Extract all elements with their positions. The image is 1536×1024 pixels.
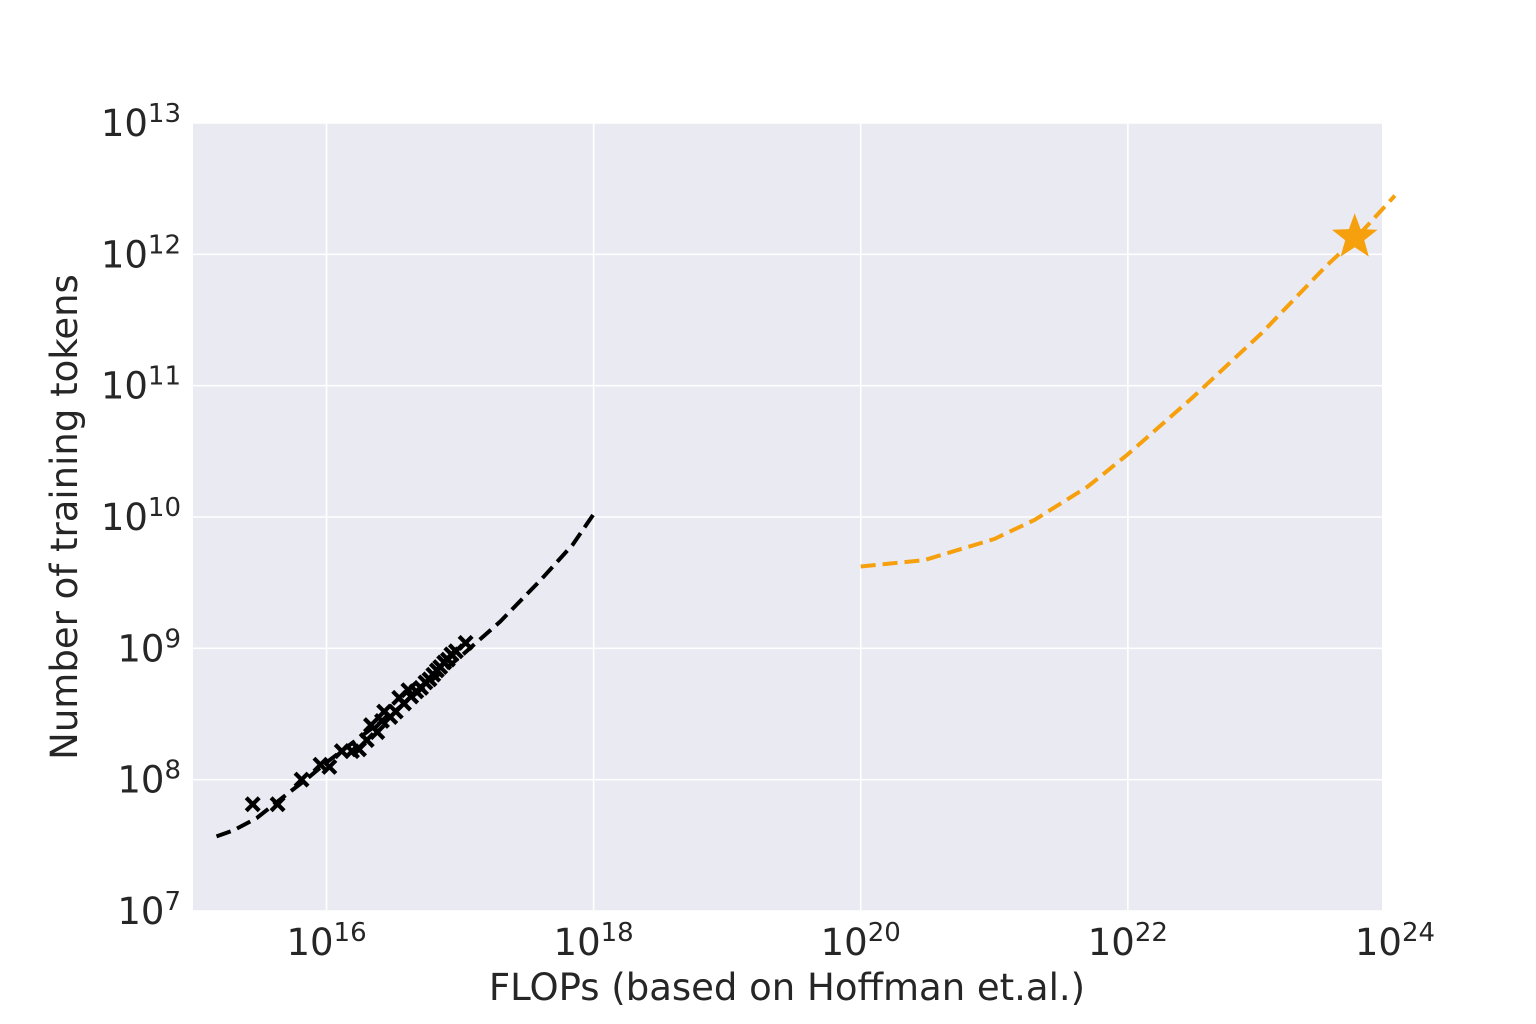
series-layer [215, 194, 1397, 839]
fit-line [860, 194, 1397, 569]
y-axis-title: Number of training tokens [43, 274, 86, 760]
data-point-x-marker [369, 724, 386, 741]
data-point-x-marker [244, 796, 261, 813]
y-tick-label: 1013 [101, 99, 181, 145]
x-tick-label: 1020 [821, 918, 901, 964]
y-tick-label: 107 [117, 887, 181, 933]
x-tick-label: 1022 [1088, 918, 1168, 964]
y-tick-label: 108 [117, 756, 181, 802]
highlight-star-marker [1331, 213, 1378, 257]
x-axis-title: FLOPs (based on Hoffman et.al.) [489, 966, 1085, 1009]
y-tick-labels: 107 108 109 1010 1011 1012 1013 [101, 99, 181, 933]
y-gridlines [193, 122, 1382, 912]
x-tick-label: 1024 [1355, 918, 1435, 964]
y-tick-label: 109 [117, 624, 181, 670]
x-tick-labels: 1016 1018 1020 1022 1024 [286, 918, 1435, 964]
x-tick-label: 1016 [286, 918, 366, 964]
y-tick-label: 1011 [101, 362, 181, 408]
x-tick-label: 1018 [554, 918, 634, 964]
fit-line [215, 513, 596, 839]
y-tick-label: 1012 [101, 230, 181, 276]
y-tick-label: 1010 [101, 493, 181, 539]
